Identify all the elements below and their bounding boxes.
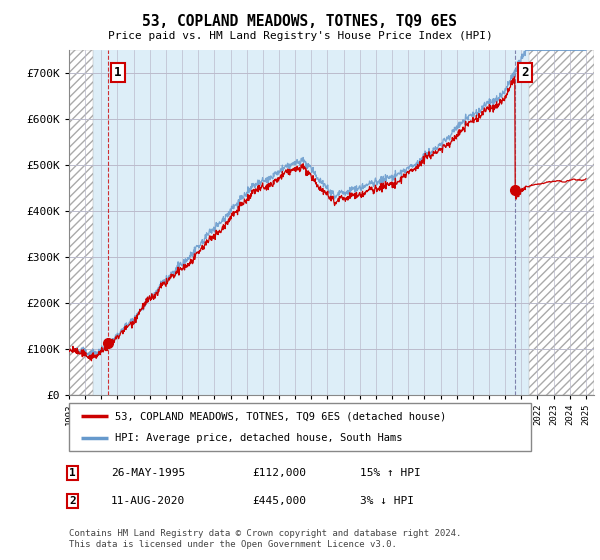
Text: 15% ↑ HPI: 15% ↑ HPI <box>360 468 421 478</box>
Text: 26-MAY-1995: 26-MAY-1995 <box>111 468 185 478</box>
Text: 1: 1 <box>114 66 122 80</box>
Text: Contains HM Land Registry data © Crown copyright and database right 2024.
This d: Contains HM Land Registry data © Crown c… <box>69 529 461 549</box>
Text: 53, COPLAND MEADOWS, TOTNES, TQ9 6ES: 53, COPLAND MEADOWS, TOTNES, TQ9 6ES <box>143 14 458 29</box>
Text: HPI: Average price, detached house, South Hams: HPI: Average price, detached house, Sout… <box>115 433 403 443</box>
Text: 53, COPLAND MEADOWS, TOTNES, TQ9 6ES (detached house): 53, COPLAND MEADOWS, TOTNES, TQ9 6ES (de… <box>115 411 446 421</box>
Text: 2: 2 <box>521 66 529 80</box>
Text: 3% ↓ HPI: 3% ↓ HPI <box>360 496 414 506</box>
Text: 2: 2 <box>69 496 76 506</box>
Text: 1: 1 <box>69 468 76 478</box>
Text: 11-AUG-2020: 11-AUG-2020 <box>111 496 185 506</box>
Text: £445,000: £445,000 <box>252 496 306 506</box>
Text: £112,000: £112,000 <box>252 468 306 478</box>
Text: Price paid vs. HM Land Registry's House Price Index (HPI): Price paid vs. HM Land Registry's House … <box>107 31 493 41</box>
